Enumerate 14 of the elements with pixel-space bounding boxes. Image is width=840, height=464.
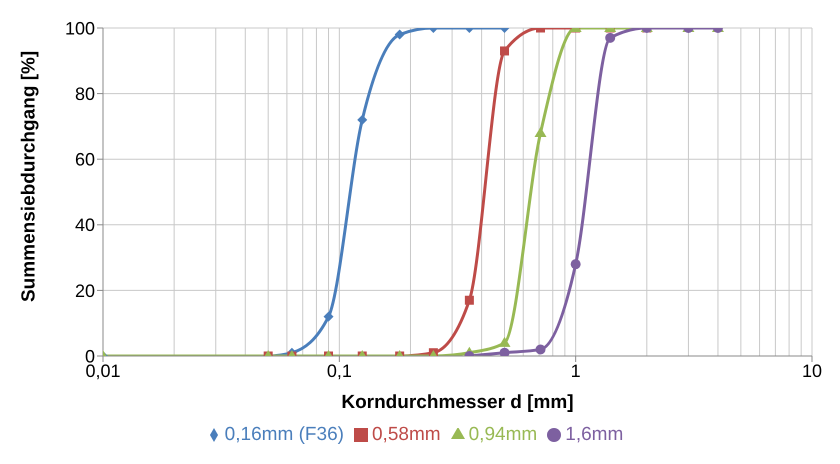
legend-label: 0,16mm (F36) [224, 424, 344, 445]
x-tick-label: 0,1 [326, 360, 352, 381]
y-tick-label: 80 [74, 84, 95, 104]
x-tick-label: 10 [802, 360, 822, 381]
x-axis-title: Korndurchmesser d [mm] [341, 392, 574, 413]
y-tick-label: 40 [74, 215, 95, 236]
legend-label: 0,58mm [372, 424, 441, 445]
y-tick-label: 100 [64, 18, 95, 38]
y-tick-label: 20 [74, 280, 95, 301]
legend-label: 1,6mm [565, 424, 624, 445]
y-tick-label: 60 [74, 150, 95, 170]
legend-label: 0,94mm [468, 424, 538, 445]
x-tick-label: 1 [570, 360, 581, 381]
y-axis-title: Summensiebdurchgang [%] [18, 50, 40, 302]
